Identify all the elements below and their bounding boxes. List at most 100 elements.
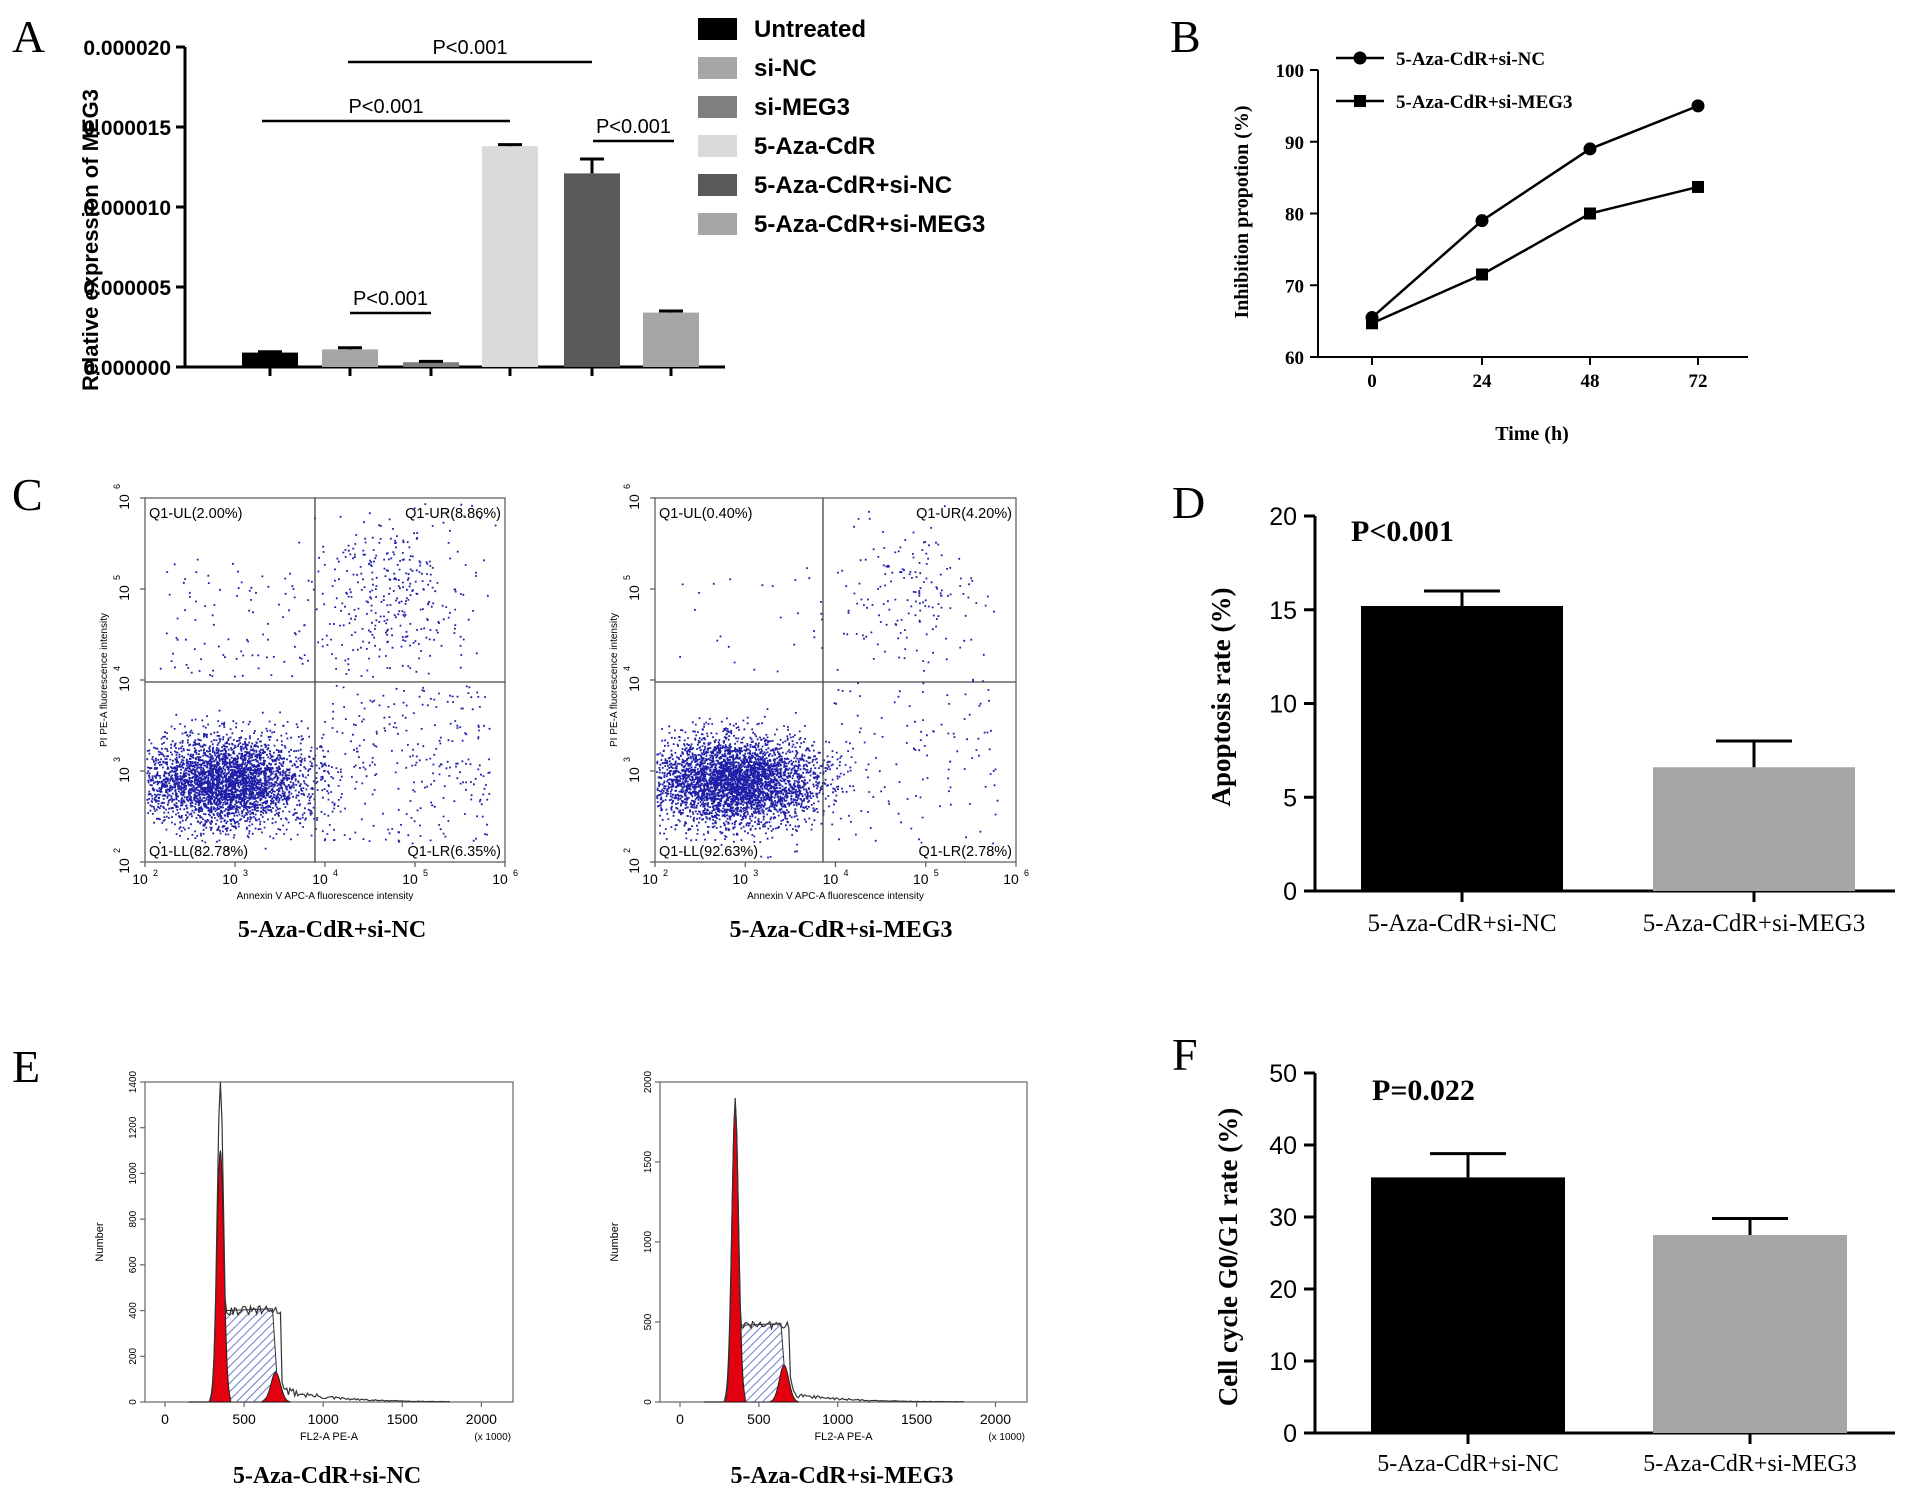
c-x-tick-exponent: 2 xyxy=(663,868,668,878)
b-point-circle xyxy=(1583,142,1597,156)
d-p-value: P<0.001 xyxy=(1351,515,1454,548)
e-plot-frame xyxy=(659,1081,1028,1403)
f-y-tick-label: 10 xyxy=(1269,1348,1297,1376)
a-legend-swatch xyxy=(698,135,737,157)
c-y-axis-label: PI PE-A fluorescence intensity xyxy=(609,613,620,747)
panel-c: C Q1-UL(2.00%) Q1-UR(8.86%)Q1-LL(82.78%) Q… xyxy=(12,469,1029,943)
e-y-tick-label: 1500 xyxy=(643,1150,654,1173)
e-y-tick-label: 1200 xyxy=(128,1116,139,1139)
d-x-tick-label: 5-Aza-CdR+si-MEG3 xyxy=(1643,910,1865,937)
c-y-tick-label: 10 xyxy=(116,858,132,874)
d-y-tick-label: 15 xyxy=(1269,597,1297,625)
b-y-tick-label: 80 xyxy=(1285,205,1304,226)
c-x-tick-exponent: 6 xyxy=(513,868,518,878)
e-g2-peak xyxy=(260,1371,291,1403)
a-legend-swatch xyxy=(698,213,737,235)
c-y-axis-label: PI PE-A fluorescence intensity xyxy=(99,613,110,747)
a-legend-swatch xyxy=(698,96,737,118)
c-y-tick-label: 10 xyxy=(626,858,642,874)
c-x-tick-exponent: 3 xyxy=(243,868,248,878)
e-y-tick-label: 2000 xyxy=(643,1070,654,1093)
e-y-tick-label: 1000 xyxy=(643,1230,654,1253)
panel-letter-d: D xyxy=(1172,477,1205,528)
d-y-axis-label: Apoptosis rate (%) xyxy=(1206,588,1236,807)
c-x-tick-label: 10 xyxy=(642,871,658,887)
c-quadrant-ul: Q1-UL(0.40%) xyxy=(659,506,752,522)
d-y-tick-label: 20 xyxy=(1269,503,1297,531)
e-x-tick-label: 0 xyxy=(676,1411,684,1427)
a-y-tick-label: 0.000020 xyxy=(83,37,171,60)
a-significance-label: P<0.001 xyxy=(353,288,428,310)
e-x-tick-label: 0 xyxy=(161,1411,169,1427)
c-quadrant-ll: Q1-LL(82.78%) xyxy=(149,844,248,860)
e-x-tick-label: 2000 xyxy=(980,1411,1011,1427)
c-scatter-si-nc: Q1-UL(2.00%) Q1-UR(8.86%) Q1-LL(82.78%) Q1-… xyxy=(99,484,518,902)
e-histogram-si-meg3: 0 500 1000 1500 2000 0 500 1000 1500 2000 FL2-A PE… xyxy=(609,1070,1028,1443)
c-quadrant-ur: Q1-UR(4.20%) xyxy=(916,506,1012,522)
b-chart: 60 70 80 90 100 0 24 48 72 5-Aza-CdR+si-NC 5-Aza-C… xyxy=(1276,49,1748,392)
c-scatter-si-meg3: Q1-UL(0.40%) Q1-UR(4.20%) Q1-LL(92.63%) Q1-… xyxy=(609,484,1029,902)
d-x-tick-label: 5-Aza-CdR+si-NC xyxy=(1367,910,1556,937)
a-bar-si-meg3 xyxy=(403,362,459,367)
c-y-tick-exponent: 6 xyxy=(622,484,632,489)
e-histogram-outline xyxy=(188,1081,450,1403)
f-y-tick-label: 0 xyxy=(1283,1420,1297,1448)
d-bar-si-meg3 xyxy=(1653,767,1855,891)
b-y-tick-label: 100 xyxy=(1276,61,1305,82)
b-legend-marker-square xyxy=(1354,95,1366,107)
a-legend-label: Untreated xyxy=(754,16,866,43)
f-y-tick-label: 50 xyxy=(1269,1060,1297,1088)
c-x-tick-label: 10 xyxy=(222,871,238,887)
a-significance-label: P<0.001 xyxy=(348,96,423,118)
b-legend-marker-circle xyxy=(1353,51,1367,65)
c-quadrant-ul: Q1-UL(2.00%) xyxy=(149,506,242,522)
c-quadrant-lr: Q1-LR(2.78%) xyxy=(919,844,1012,860)
b-point-square xyxy=(1692,180,1704,193)
c-y-tick-label: 10 xyxy=(626,767,642,783)
c-x-tick-exponent: 5 xyxy=(934,868,939,878)
c-y-tick-label: 10 xyxy=(626,676,642,692)
b-point-square xyxy=(1476,268,1488,281)
b-point-square xyxy=(1366,317,1378,330)
a-legend-label: si-NC xyxy=(754,55,817,82)
c-y-tick-exponent: 3 xyxy=(622,757,632,762)
c-x-axis-label: Annexin V APC-A fluorescence intensity xyxy=(237,891,414,902)
e-g2-peak xyxy=(769,1364,799,1403)
panel-b: B Inhibition propotion (%) Time (h) 60 70… xyxy=(1170,11,1748,445)
d-chart: 0 5 10 15 20 5-Aza-CdR+si-NC 5-Aza-CdR+si-MEG3 xyxy=(1269,503,1895,937)
b-point-square xyxy=(1584,207,1596,220)
e-x-axis-unit: (x 1000) xyxy=(988,1432,1025,1443)
a-bar-si-nc xyxy=(322,349,378,367)
c-x-tick-label: 10 xyxy=(1003,871,1019,887)
e-y-tick-label: 600 xyxy=(128,1256,139,1273)
a-y-tick-label: 0.000000 xyxy=(83,357,171,380)
c-quadrant-ur: Q1-UR(8.86%) xyxy=(405,506,501,522)
e-y-tick-label: 500 xyxy=(643,1313,654,1330)
e-histogram-outline xyxy=(703,1097,964,1403)
f-p-value: P=0.022 xyxy=(1372,1074,1475,1107)
c-x-tick-label: 10 xyxy=(823,871,839,887)
panel-d: D Apoptosis rate (%) P<0.001 0 5 10 15 20 5-A… xyxy=(1172,477,1895,937)
b-series-line-0 xyxy=(1371,104,1699,319)
b-x-tick-label: 72 xyxy=(1689,371,1708,392)
b-y-tick-label: 60 xyxy=(1285,348,1304,369)
c-x-tick-exponent: 5 xyxy=(423,868,428,878)
f-chart: 0 10 20 30 40 50 5-Aza-CdR+si-NC 5-Aza-CdR+si-M… xyxy=(1269,1060,1895,1477)
e-y-tick-label: 400 xyxy=(128,1302,139,1319)
c-x-tick-exponent: 3 xyxy=(753,868,758,878)
panel-letter-b: B xyxy=(1170,11,1201,62)
e-y-tick-label: 1000 xyxy=(128,1162,139,1185)
e-y-axis-label: Number xyxy=(609,1222,621,1261)
e-caption-si-nc: 5-Aza-CdR+si-NC xyxy=(233,1463,421,1489)
b-x-tick-label: 24 xyxy=(1473,371,1493,392)
d-y-tick-label: 10 xyxy=(1269,691,1297,719)
f-y-tick-label: 40 xyxy=(1269,1132,1297,1160)
c-y-tick-exponent: 5 xyxy=(112,575,122,580)
panel-a: A Relative expression of MEG3 0.0000000.… xyxy=(12,11,985,391)
c-x-tick-label: 10 xyxy=(132,871,148,887)
c-quadrant-ll: Q1-LL(92.63%) xyxy=(659,844,758,860)
e-y-axis-label: Number xyxy=(94,1222,106,1261)
b-y-tick-label: 90 xyxy=(1285,133,1304,154)
a-y-tick-label: 0.000010 xyxy=(83,197,171,220)
f-x-tick-label: 5-Aza-CdR+si-NC xyxy=(1377,1451,1559,1477)
